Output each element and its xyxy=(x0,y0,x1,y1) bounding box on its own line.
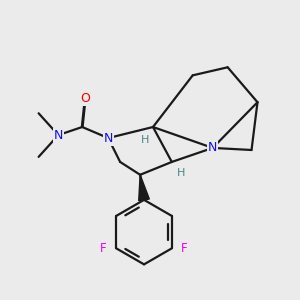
Text: N: N xyxy=(208,141,218,154)
Text: F: F xyxy=(100,242,107,255)
Text: N: N xyxy=(54,129,63,142)
Text: N: N xyxy=(103,132,113,145)
Text: H: H xyxy=(177,168,185,178)
Text: F: F xyxy=(181,242,188,255)
Polygon shape xyxy=(139,175,149,201)
Text: H: H xyxy=(140,134,149,145)
Text: O: O xyxy=(80,92,90,105)
